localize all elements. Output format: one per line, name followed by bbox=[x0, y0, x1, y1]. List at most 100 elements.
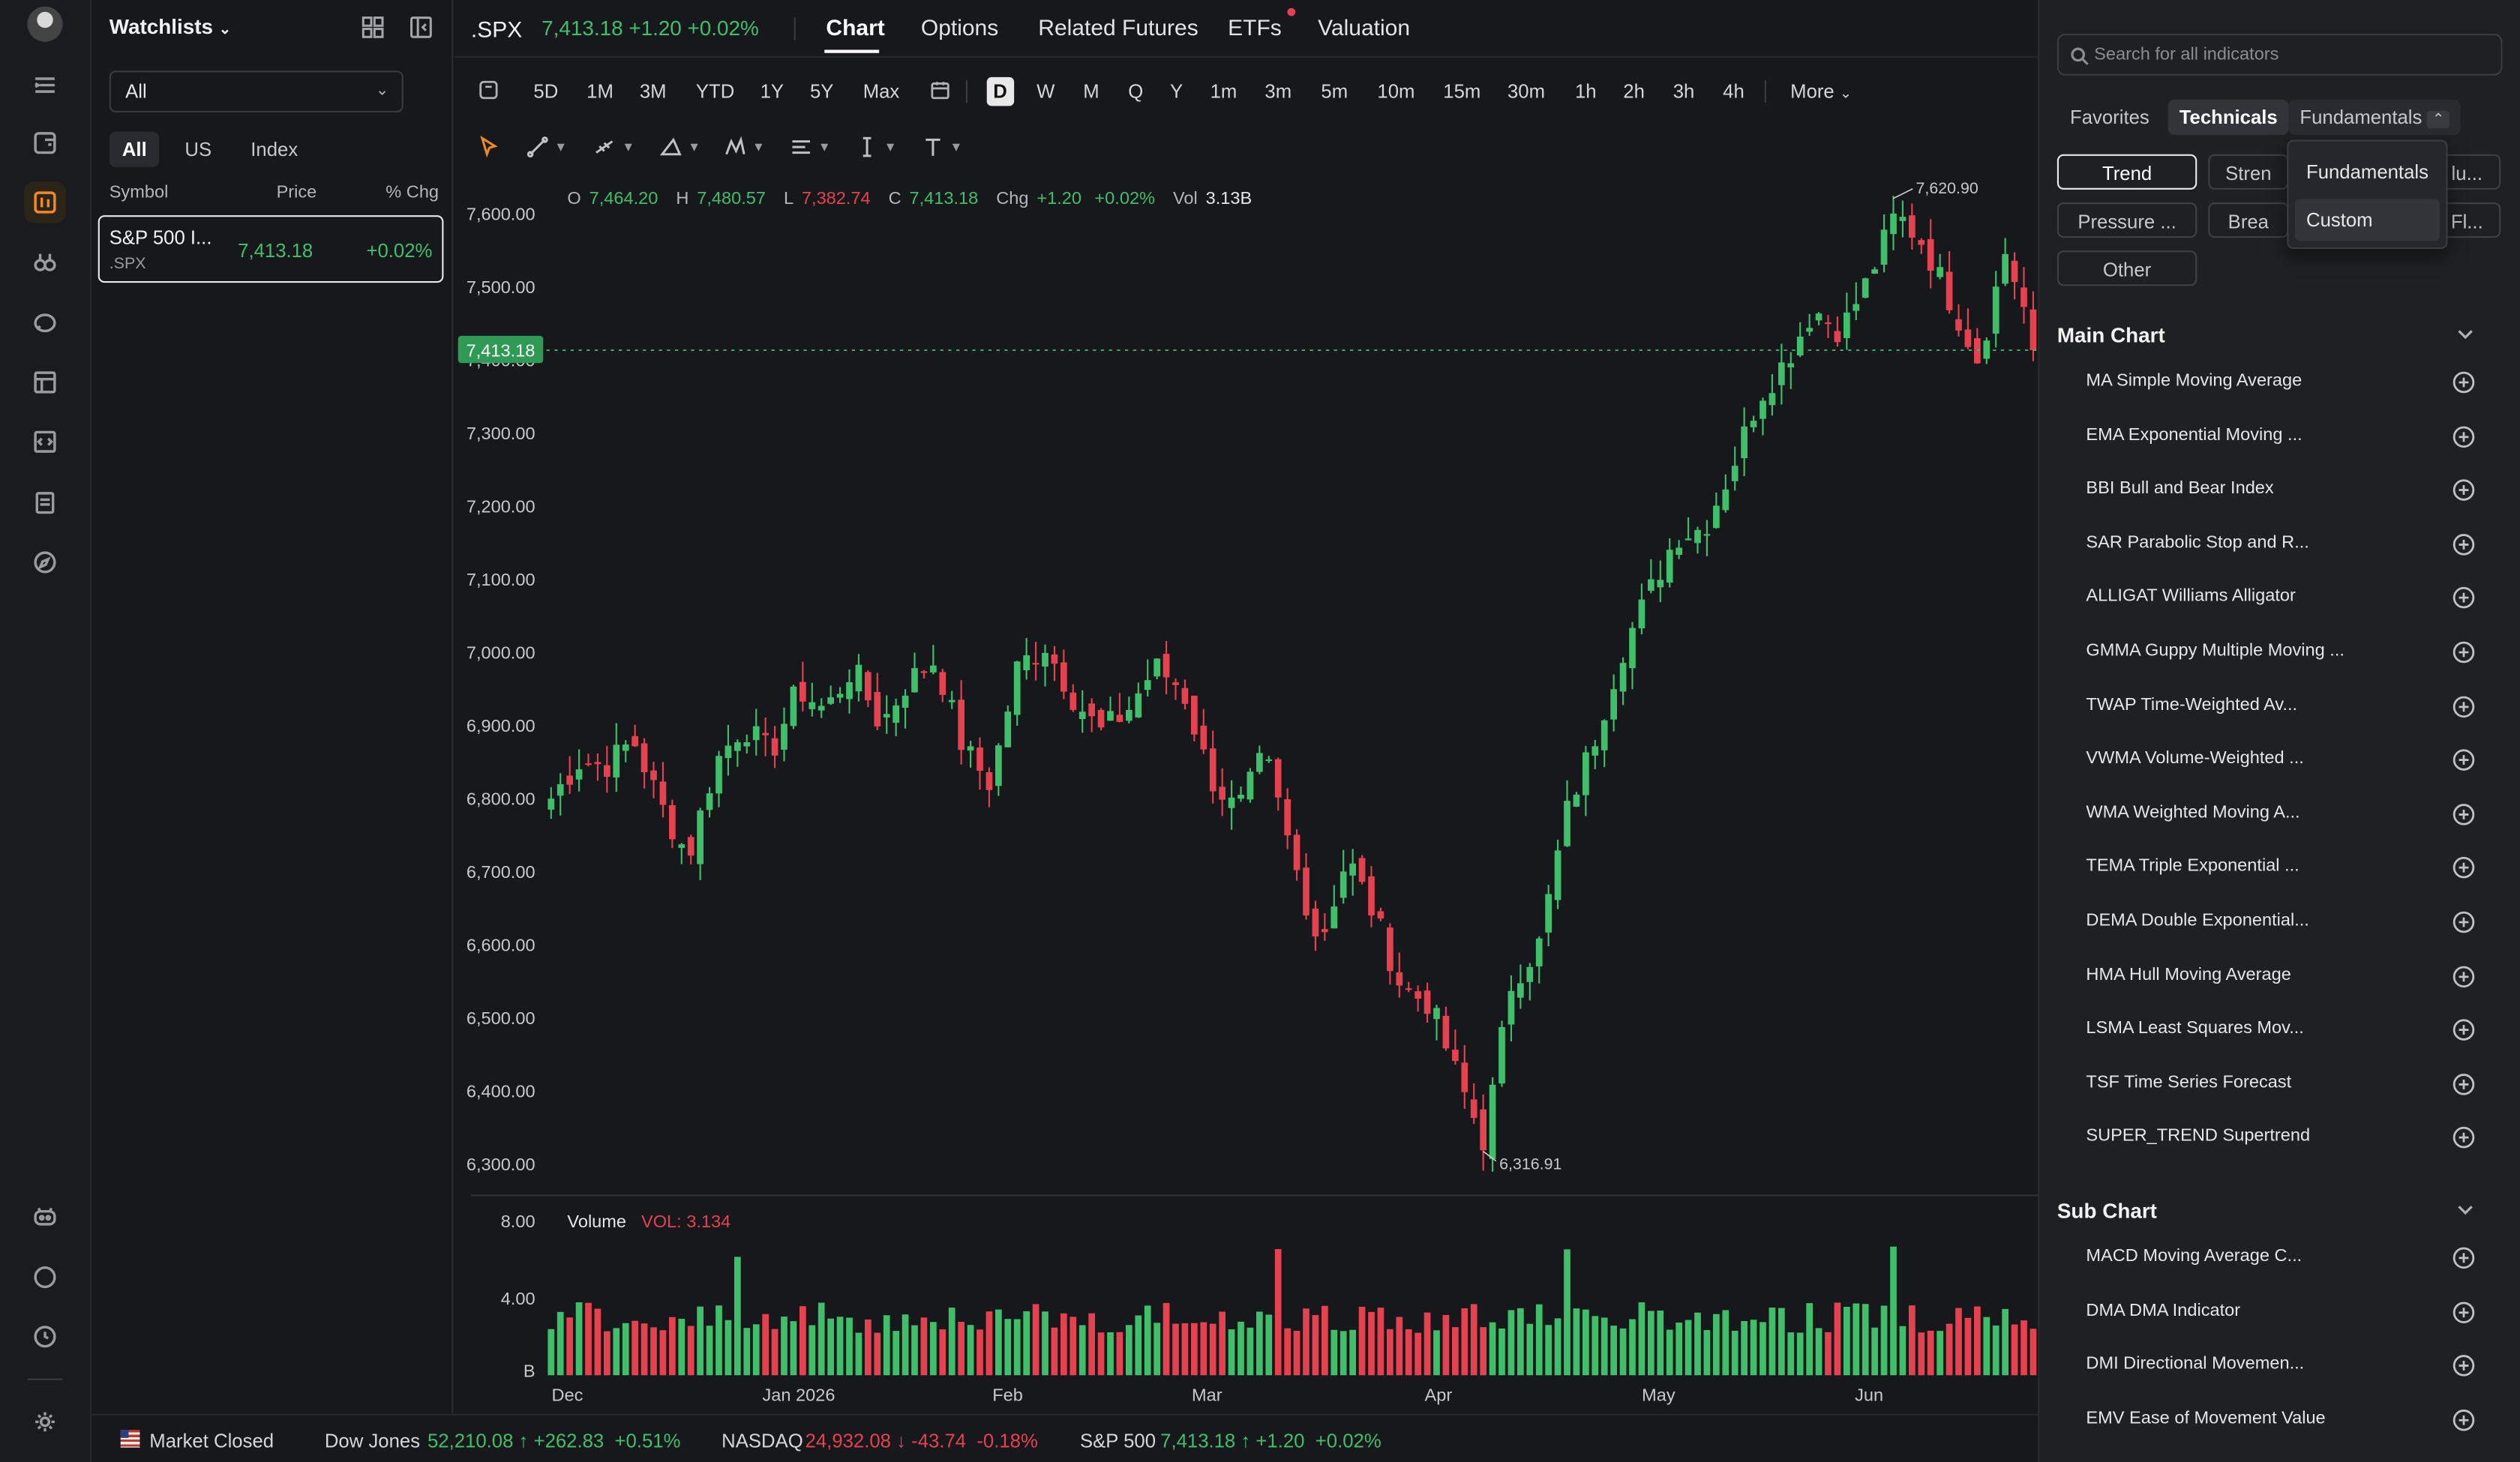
add-indicator-icon[interactable] bbox=[2452, 911, 2475, 933]
calendar-icon[interactable] bbox=[929, 79, 952, 106]
add-indicator-icon[interactable] bbox=[2452, 1301, 2475, 1323]
indicator-item[interactable]: DMA DMA Indicator bbox=[2086, 1300, 2241, 1320]
watchlist-title[interactable]: Watchlists ⌄ bbox=[109, 14, 231, 39]
chart-type-icon[interactable] bbox=[477, 79, 500, 106]
interval-q[interactable]: Q bbox=[1128, 80, 1144, 103]
chat-icon[interactable] bbox=[24, 1257, 66, 1299]
news-icon[interactable] bbox=[24, 302, 66, 344]
interval-10m[interactable]: 10m bbox=[1377, 80, 1415, 103]
ticker-spx[interactable]: 7,413.18 ↑ +1.20 +0.02% bbox=[1160, 1430, 1382, 1453]
indicator-item[interactable]: SAR Parabolic Stop and R... bbox=[2086, 532, 2309, 553]
add-indicator-icon[interactable] bbox=[2452, 641, 2475, 664]
indicator-item[interactable]: TSF Time Series Forecast bbox=[2086, 1072, 2292, 1092]
interval-1m[interactable]: 1m bbox=[1210, 80, 1238, 103]
interval-m[interactable]: M bbox=[1083, 80, 1100, 103]
interval-d[interactable]: D bbox=[986, 76, 1014, 106]
more-button[interactable]: More ⌄ bbox=[1790, 80, 1852, 103]
indicator-item[interactable]: EMV Ease of Movement Value bbox=[2086, 1408, 2326, 1428]
chart-icon[interactable] bbox=[24, 181, 66, 223]
add-indicator-icon[interactable] bbox=[2452, 857, 2475, 879]
indicator-item[interactable]: SUPER_TREND Supertrend bbox=[2086, 1126, 2311, 1146]
interval-3m[interactable]: 3m bbox=[1264, 80, 1292, 103]
range-max[interactable]: Max bbox=[862, 80, 900, 103]
add-indicator-icon[interactable] bbox=[2452, 803, 2475, 825]
indicator-item[interactable]: WMA Weighted Moving A... bbox=[2086, 802, 2300, 822]
add-indicator-icon[interactable] bbox=[2452, 587, 2475, 610]
add-indicator-icon[interactable] bbox=[2452, 1409, 2475, 1431]
tab-favorites[interactable]: Favorites bbox=[2070, 106, 2150, 129]
dropdown-item-fundamentals[interactable]: Fundamentals bbox=[2306, 160, 2428, 184]
chevron-down-icon[interactable] bbox=[2454, 323, 2476, 346]
chip-other[interactable]: Other bbox=[2056, 250, 2198, 286]
fib-tool-icon[interactable]: ▼ bbox=[593, 132, 634, 161]
add-indicator-icon[interactable] bbox=[2452, 533, 2475, 556]
watchlist-tab-us[interactable]: US bbox=[184, 138, 212, 161]
sub-chart-heading[interactable]: Sub Chart bbox=[2056, 1198, 2157, 1223]
add-indicator-icon[interactable] bbox=[2452, 1355, 2475, 1377]
watchlist-toggle-icon[interactable] bbox=[24, 64, 66, 106]
watchlist-tab-all[interactable]: All bbox=[109, 131, 160, 167]
code-icon[interactable] bbox=[24, 421, 66, 463]
watchlist-row[interactable]: S&P 500 I... .SPX 7,413.18 +0.02% bbox=[98, 215, 444, 283]
tab-chart[interactable]: Chart bbox=[826, 14, 885, 40]
range-1m[interactable]: 1M bbox=[586, 80, 614, 103]
avatar[interactable] bbox=[27, 6, 63, 42]
chip-trend[interactable]: Trend bbox=[2056, 154, 2198, 190]
interval-15m[interactable]: 15m bbox=[1443, 80, 1481, 103]
pattern-tool-icon[interactable]: ▼ bbox=[723, 132, 765, 161]
portfolio-icon[interactable] bbox=[24, 122, 66, 164]
interval-1h[interactable]: 1h bbox=[1575, 80, 1597, 103]
tab-valuation[interactable]: Valuation bbox=[1318, 14, 1411, 40]
tab-options[interactable]: Options bbox=[920, 14, 999, 40]
text-cursor-tool-icon[interactable]: ▼ bbox=[855, 132, 897, 161]
add-indicator-icon[interactable] bbox=[2452, 425, 2475, 448]
watchlist-select[interactable]: All ⌄ bbox=[109, 70, 404, 112]
shape-tool-icon[interactable]: ▼ bbox=[659, 132, 700, 161]
indicator-item[interactable]: MACD Moving Average C... bbox=[2086, 1246, 2302, 1266]
indicator-item[interactable]: LSMA Least Squares Mov... bbox=[2086, 1018, 2304, 1038]
history-icon[interactable] bbox=[24, 1316, 66, 1358]
chip-pressure[interactable]: Pressure ... bbox=[2056, 202, 2198, 238]
range-5d[interactable]: 5D bbox=[533, 80, 559, 103]
ticker-spx-name[interactable]: S&P 500 bbox=[1080, 1430, 1156, 1453]
interval-2h[interactable]: 2h bbox=[1623, 80, 1645, 103]
indicator-item[interactable]: DMI Directional Movemen... bbox=[2086, 1354, 2305, 1374]
interval-y[interactable]: Y bbox=[1170, 80, 1184, 103]
chip-strength[interactable]: Stren bbox=[2208, 154, 2289, 190]
ticker-dow-name[interactable]: Dow Jones bbox=[324, 1430, 421, 1453]
range-3m[interactable]: 3M bbox=[639, 80, 667, 103]
notes-icon[interactable] bbox=[24, 482, 66, 524]
ticker-nasdaq[interactable]: 24,932.08 ↓ -43.74 -0.18% bbox=[805, 1430, 1038, 1453]
range-5y[interactable]: 5Y bbox=[810, 80, 834, 103]
main-chart-heading[interactable]: Main Chart bbox=[2056, 322, 2165, 347]
text-tool-icon[interactable]: ▼ bbox=[921, 132, 962, 161]
tab-technicals[interactable]: Technicals bbox=[2168, 99, 2289, 135]
collapse-panel-icon[interactable] bbox=[408, 14, 434, 40]
add-indicator-icon[interactable] bbox=[2452, 479, 2475, 502]
indicator-item[interactable]: HMA Hull Moving Average bbox=[2086, 964, 2291, 984]
screener-icon[interactable] bbox=[24, 241, 66, 283]
interval-4h[interactable]: 4h bbox=[1723, 80, 1744, 103]
interval-w[interactable]: W bbox=[1036, 80, 1055, 103]
interval-30m[interactable]: 30m bbox=[1507, 80, 1546, 103]
indicator-item[interactable]: DEMA Double Exponential... bbox=[2086, 911, 2309, 930]
range-1y[interactable]: 1Y bbox=[760, 80, 784, 103]
add-indicator-icon[interactable] bbox=[2452, 1127, 2475, 1149]
ticker-dow[interactable]: 52,210.08 ↑ +262.83 +0.51% bbox=[428, 1430, 681, 1453]
watchlist-tab-index[interactable]: Index bbox=[250, 138, 298, 161]
chevron-down-icon[interactable] bbox=[2454, 1199, 2476, 1221]
indicator-item[interactable]: TWAP Time-Weighted Av... bbox=[2086, 694, 2298, 715]
tab-etfs[interactable]: ETFs bbox=[1228, 14, 1282, 40]
grid-view-icon[interactable] bbox=[360, 14, 386, 40]
bot-icon[interactable] bbox=[24, 1195, 66, 1237]
ticker-nasdaq-name[interactable]: NASDAQ bbox=[722, 1430, 803, 1453]
dropdown-item-custom[interactable]: Custom bbox=[2295, 199, 2440, 241]
interval-5m[interactable]: 5m bbox=[1321, 80, 1348, 103]
add-indicator-icon[interactable] bbox=[2452, 965, 2475, 987]
indicator-item[interactable]: VWMA Volume-Weighted ... bbox=[2086, 748, 2304, 768]
settings-icon[interactable] bbox=[24, 1401, 66, 1443]
add-indicator-icon[interactable] bbox=[2452, 695, 2475, 718]
column-symbol[interactable]: Symbol bbox=[109, 183, 169, 202]
column-price[interactable]: Price bbox=[276, 183, 317, 202]
trendline-tool-icon[interactable]: ▼ bbox=[526, 132, 567, 161]
